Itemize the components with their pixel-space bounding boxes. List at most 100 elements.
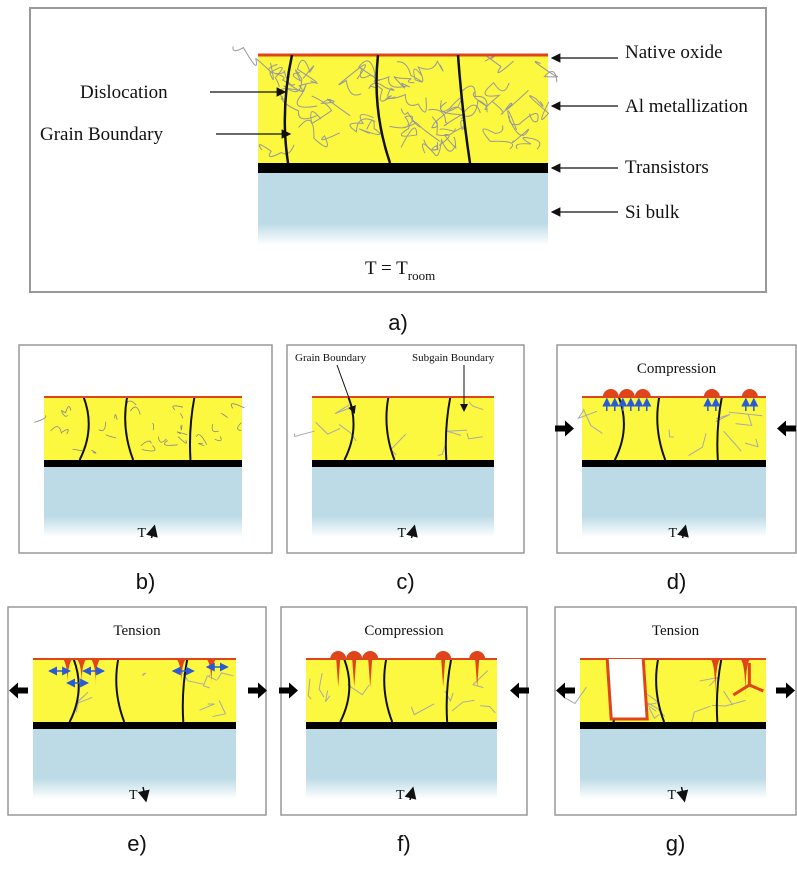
leader-lines [210, 53, 618, 217]
label: Grain Boundary [40, 124, 163, 145]
hillock [435, 651, 452, 659]
load-arrow [555, 420, 574, 437]
caption: c) [396, 569, 414, 594]
si-bulk [580, 729, 766, 799]
al-layer [582, 397, 766, 460]
transistor-layer [44, 460, 242, 467]
load-arrow [556, 682, 575, 699]
dislocation [196, 434, 208, 445]
panel: T [18, 344, 273, 554]
subgrain-boundary [735, 413, 753, 427]
subgrain-boundary [437, 442, 447, 456]
panel-title: Tension [113, 623, 161, 639]
label: Si bulk [625, 202, 680, 223]
dislocation [60, 409, 66, 413]
al-layer [306, 659, 497, 722]
dislocation [269, 62, 283, 88]
subgrain-boundary [699, 676, 719, 687]
panel: Tension T [7, 606, 267, 816]
subgrain-boundary [217, 672, 234, 680]
subgrain-boundary [648, 707, 660, 720]
grain-boundary [339, 658, 453, 723]
temperature-arrow [406, 524, 418, 539]
subgrain-boundary [576, 410, 598, 420]
dislocation [373, 79, 396, 102]
dislocation [349, 113, 376, 133]
dislocation [179, 413, 184, 419]
dislocation [438, 133, 457, 150]
panel-title: Compression [364, 623, 444, 639]
dislocation [507, 110, 530, 144]
subgrain-boundary [293, 430, 315, 438]
hillock [634, 389, 651, 397]
void [732, 663, 764, 697]
dislocation [177, 436, 188, 444]
transistor-layer [306, 722, 497, 729]
panel: Grain Boundary Subgain Boundary T [286, 344, 525, 554]
transistor-layer [582, 460, 766, 467]
load-arrow [510, 682, 529, 699]
subgrain-boundary [75, 695, 86, 713]
caption: g) [666, 831, 686, 856]
dislocation [298, 119, 341, 148]
caption: d) [667, 569, 687, 594]
temperature-label: T [398, 526, 407, 541]
si-bulk [582, 467, 766, 537]
crack [740, 659, 751, 699]
crack [206, 659, 217, 685]
whisker [441, 659, 446, 687]
dislocation [275, 73, 318, 92]
transistor-layer [258, 163, 548, 173]
panel: Tension T [554, 606, 797, 816]
dislocation [338, 64, 366, 96]
load-arrow [777, 420, 796, 437]
dislocation [198, 442, 205, 447]
dislocation [461, 85, 488, 108]
subgrain-boundary [307, 678, 312, 700]
subgrain-boundary [691, 705, 711, 724]
label: Dislocation [80, 82, 168, 103]
subgrain-boundary [179, 669, 204, 685]
temperature-label: T = Troom [365, 258, 435, 283]
hillock [469, 651, 486, 659]
temperature: T = T [365, 258, 408, 279]
whisker [475, 659, 480, 687]
dislocation [373, 68, 411, 88]
subgrain-boundary [199, 703, 215, 711]
si-bulk [33, 729, 236, 799]
dislocation [492, 89, 529, 115]
dislocation [529, 95, 550, 121]
caption: f) [397, 831, 410, 856]
subgrain-boundary [318, 673, 325, 698]
subgrain-boundary [410, 703, 435, 716]
subgrain-boundary [338, 424, 357, 442]
dislocation [34, 415, 47, 423]
al-layer [33, 659, 236, 722]
subgrain-boundary [202, 675, 210, 689]
label: Al metallization [625, 96, 748, 117]
load-arrow [9, 682, 28, 699]
panel: Compression T [279, 606, 529, 816]
dislocations [232, 46, 559, 158]
void [605, 658, 649, 721]
subgrain-boundary [212, 700, 227, 718]
temperature-label: T [668, 788, 677, 803]
leader-line [336, 364, 356, 414]
dislocation [98, 421, 107, 432]
subgrain-boundary [723, 690, 734, 706]
dislocation [232, 46, 273, 74]
label: Subgain Boundary [412, 352, 495, 364]
dislocation [310, 95, 333, 125]
hillock [330, 651, 347, 659]
dislocation [296, 59, 318, 84]
dislocation [214, 436, 222, 442]
dislocation [400, 121, 421, 148]
subgrain-boundary [744, 438, 759, 448]
label: Transistors [625, 157, 709, 178]
hillock [362, 651, 379, 659]
hillock [703, 389, 720, 397]
temperature-arrow [404, 786, 417, 801]
transistor-layer [33, 722, 236, 729]
dislocation [258, 144, 295, 158]
subgrain-boundary [324, 690, 331, 702]
